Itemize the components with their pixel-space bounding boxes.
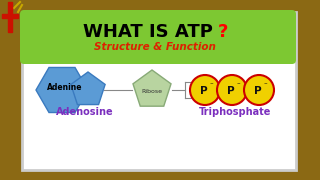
FancyBboxPatch shape: [20, 10, 296, 64]
Text: P: P: [200, 86, 208, 96]
Text: Structure & Function: Structure & Function: [94, 42, 216, 52]
Text: Adenosine: Adenosine: [56, 107, 114, 117]
Text: ⁻: ⁻: [236, 82, 240, 88]
Polygon shape: [36, 68, 88, 112]
Polygon shape: [71, 72, 105, 105]
Bar: [2, 14, 18, 18]
Polygon shape: [133, 70, 171, 106]
Text: P: P: [254, 86, 262, 96]
Text: ⁻: ⁻: [263, 82, 267, 88]
Circle shape: [244, 75, 274, 105]
FancyBboxPatch shape: [22, 12, 296, 170]
Text: P: P: [227, 86, 235, 96]
Text: ⁻: ⁻: [209, 82, 213, 88]
Text: Ribose: Ribose: [141, 89, 163, 93]
Bar: [8, 2, 12, 32]
Circle shape: [217, 75, 247, 105]
Text: WHAT IS ATP: WHAT IS ATP: [83, 23, 213, 41]
Circle shape: [190, 75, 220, 105]
Text: Adenine: Adenine: [47, 82, 83, 91]
Text: ?: ?: [218, 23, 228, 41]
Text: Triphosphate: Triphosphate: [199, 107, 271, 117]
